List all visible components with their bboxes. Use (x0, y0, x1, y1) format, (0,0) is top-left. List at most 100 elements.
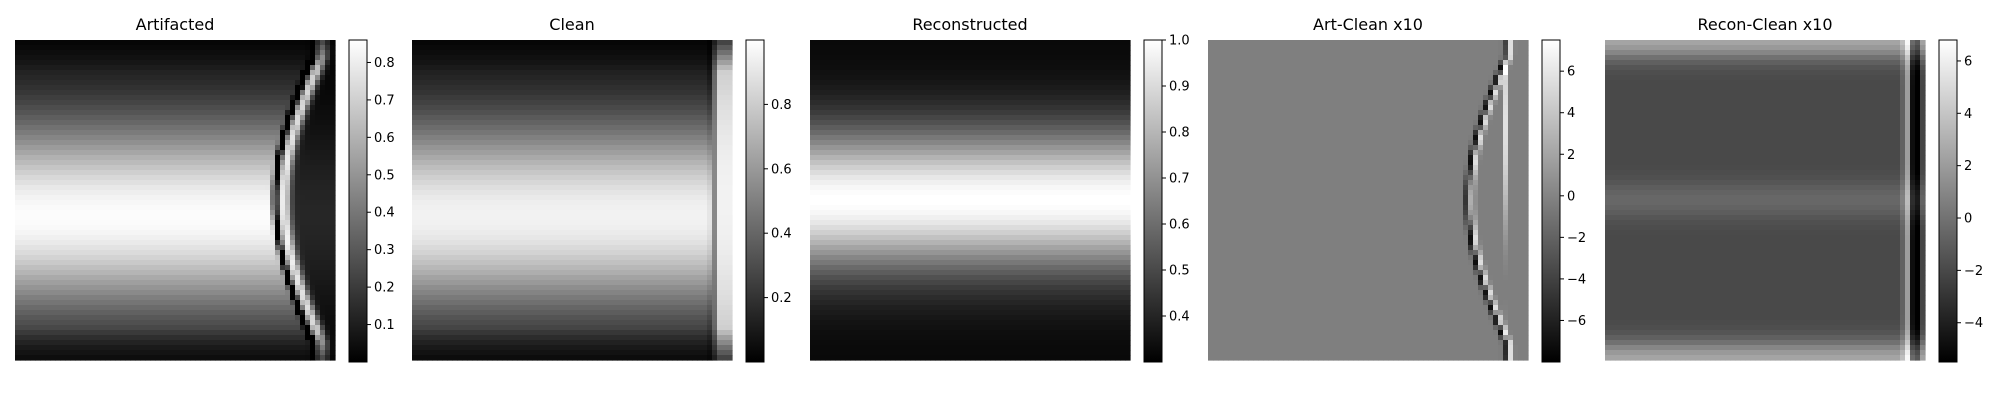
heatmap-cell (447, 95, 453, 101)
heatmap-cell (25, 130, 31, 136)
heatmap-cell (447, 100, 453, 106)
heatmap-cell (165, 90, 171, 96)
heatmap-cell (320, 190, 326, 196)
heatmap-cell (300, 45, 306, 51)
heatmap-cell (55, 295, 61, 301)
heatmap-cell (165, 280, 171, 286)
heatmap-cell (225, 265, 231, 271)
heatmap-cell (512, 80, 518, 86)
heatmap-cell (215, 190, 221, 196)
heatmap-cell (305, 275, 311, 281)
heatmap-cell (35, 125, 41, 131)
heatmap-cell (330, 220, 336, 226)
heatmap-cell (110, 255, 116, 261)
heatmap-cell (35, 175, 41, 181)
heatmap-cell (240, 280, 246, 286)
heatmap-cell (150, 105, 156, 111)
heatmap-cell (50, 165, 56, 171)
heatmap-cell (150, 115, 156, 121)
heatmap-cell (200, 255, 206, 261)
heatmap-cell (235, 220, 241, 226)
heatmap-cell (130, 230, 136, 236)
heatmap-cell (170, 225, 176, 231)
heatmap-cell (185, 210, 191, 216)
heatmap-cell (105, 150, 111, 156)
heatmap-cell (477, 45, 483, 51)
heatmap-cell (315, 55, 321, 61)
heatmap-cell (275, 245, 281, 251)
heatmap-cell (587, 105, 593, 111)
heatmap-cell (20, 335, 26, 341)
heatmap-cell (120, 290, 126, 296)
heatmap-cell (50, 320, 56, 326)
heatmap-cell (557, 50, 563, 56)
heatmap-cell (592, 75, 598, 81)
heatmap-cell (35, 190, 41, 196)
heatmap-cell (260, 140, 266, 146)
heatmap-cell (280, 160, 286, 166)
heatmap-cell (275, 85, 281, 91)
heatmap-cell (220, 205, 226, 211)
heatmap-cell (125, 355, 131, 361)
heatmap-cell (45, 155, 51, 161)
heatmap-cell (120, 120, 126, 126)
heatmap-cell (185, 260, 191, 266)
heatmap-cell (225, 195, 231, 201)
heatmap-cell (175, 150, 181, 156)
heatmap-cell (180, 145, 186, 151)
heatmap-cell (95, 45, 101, 51)
heatmap-cell (602, 50, 608, 56)
heatmap-cell (330, 50, 336, 56)
heatmap-cell (85, 190, 91, 196)
heatmap-cell (727, 85, 733, 91)
heatmap-cell (210, 260, 216, 266)
heatmap-cell (80, 95, 86, 101)
heatmap-cell (220, 250, 226, 256)
heatmap-cell (195, 105, 201, 111)
heatmap-cell (235, 255, 241, 261)
heatmap-cell (180, 135, 186, 141)
heatmap-cell (432, 55, 438, 61)
heatmap-cell (175, 115, 181, 121)
heatmap-cell (80, 300, 86, 306)
heatmap-cell (482, 105, 488, 111)
heatmap-cell (125, 245, 131, 251)
heatmap-cell (170, 285, 176, 291)
heatmap-cell (330, 55, 336, 61)
heatmap-cell (245, 75, 251, 81)
heatmap-cell (637, 105, 643, 111)
heatmap-cell (652, 60, 658, 66)
heatmap-cell (65, 95, 71, 101)
heatmap-cell (15, 320, 21, 326)
heatmap-cell (130, 120, 136, 126)
heatmap-cell (105, 275, 111, 281)
heatmap-cell (290, 105, 296, 111)
heatmap-cell (230, 80, 236, 86)
heatmap-cell (295, 45, 301, 51)
heatmap-cell (295, 115, 301, 121)
heatmap-cell (290, 50, 296, 56)
heatmap-cell (140, 280, 146, 286)
heatmap-cell (225, 60, 231, 66)
heatmap-cell (330, 270, 336, 276)
heatmap-cell (160, 300, 166, 306)
heatmap-cell (275, 120, 281, 126)
heatmap-cell (170, 65, 176, 71)
heatmap-cell (45, 50, 51, 56)
heatmap-cell (170, 330, 176, 336)
heatmap-cell (215, 300, 221, 306)
heatmap-cell (70, 75, 76, 81)
heatmap-cell (270, 80, 276, 86)
heatmap-cell (462, 90, 468, 96)
heatmap-cell (300, 130, 306, 136)
heatmap-cell (240, 125, 246, 131)
heatmap-cell (235, 335, 241, 341)
heatmap-cell (160, 280, 166, 286)
heatmap-cell (200, 350, 206, 356)
heatmap-cell (75, 115, 81, 121)
heatmap-cell (692, 75, 698, 81)
heatmap-cell (110, 120, 116, 126)
heatmap-cell (200, 290, 206, 296)
heatmap-cell (245, 65, 251, 71)
heatmap-cell (310, 205, 316, 211)
